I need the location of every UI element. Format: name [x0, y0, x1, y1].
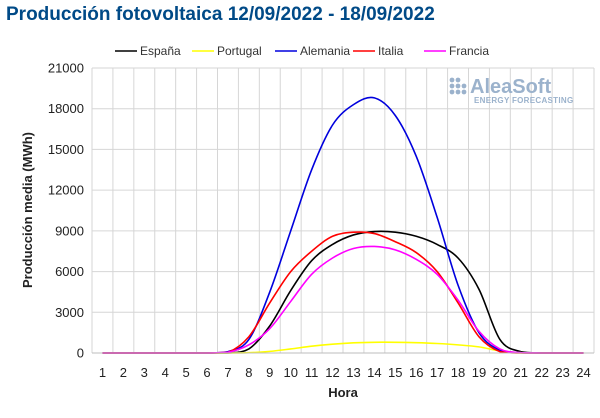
legend-label: Alemania	[300, 44, 350, 58]
watermark-brand: AleaSoft	[470, 76, 551, 98]
watermark-logo: AleaSoft ENERGY FORECASTING	[449, 76, 574, 105]
legend-label: Francia	[449, 44, 489, 58]
x-tick-label: 13	[346, 365, 360, 380]
x-axis-label: Hora	[328, 385, 358, 400]
x-tick-label: 21	[514, 365, 528, 380]
x-tick-label: 5	[183, 365, 190, 380]
x-tick-label: 12	[325, 365, 339, 380]
x-tick-label: 3	[141, 365, 148, 380]
y-tick-label: 3000	[55, 305, 84, 320]
legend-label: España	[140, 44, 181, 58]
x-tick-label: 20	[493, 365, 507, 380]
x-tick-label: 17	[430, 365, 444, 380]
y-tick-label: 0	[77, 346, 84, 361]
legend: España Portugal Alemania Italia Francia	[115, 44, 489, 58]
x-tick-label: 16	[409, 365, 423, 380]
aleasoft-dots-icon	[449, 77, 467, 95]
x-tick-label: 24	[576, 365, 590, 380]
x-tick-label: 2	[120, 365, 127, 380]
x-tick-label: 9	[266, 365, 273, 380]
x-tick-label: 18	[451, 365, 465, 380]
y-tick-label: 9000	[55, 223, 84, 238]
x-tick-label: 10	[283, 365, 297, 380]
x-tick-label: 23	[555, 365, 569, 380]
legend-label: Italia	[378, 44, 404, 58]
y-tick-label: 15000	[48, 142, 84, 157]
x-tick-label: 7	[224, 365, 231, 380]
grid-lines	[91, 67, 595, 353]
x-tick-label: 15	[388, 365, 402, 380]
x-tick-label: 1	[99, 365, 106, 380]
chart-title: Producción fotovoltaica 12/09/2022 - 18/…	[6, 4, 435, 25]
x-tick-label: 11	[305, 365, 319, 380]
x-tick-label: 4	[162, 365, 169, 380]
y-tick-label: 12000	[48, 183, 84, 198]
x-tick-label: 19	[472, 365, 486, 380]
y-axis-label: Producción media (MWh)	[20, 132, 35, 288]
legend-label: Portugal	[217, 44, 262, 58]
y-tick-label: 21000	[48, 61, 84, 76]
x-tick-label: 22	[534, 365, 548, 380]
x-tick-label: 8	[245, 365, 252, 380]
watermark-tagline: ENERGY FORECASTING	[474, 96, 574, 105]
x-tick-label: 6	[203, 365, 210, 380]
x-tick-label: 14	[367, 365, 381, 380]
y-tick-label: 6000	[55, 264, 84, 279]
y-tick-label: 18000	[48, 101, 84, 116]
